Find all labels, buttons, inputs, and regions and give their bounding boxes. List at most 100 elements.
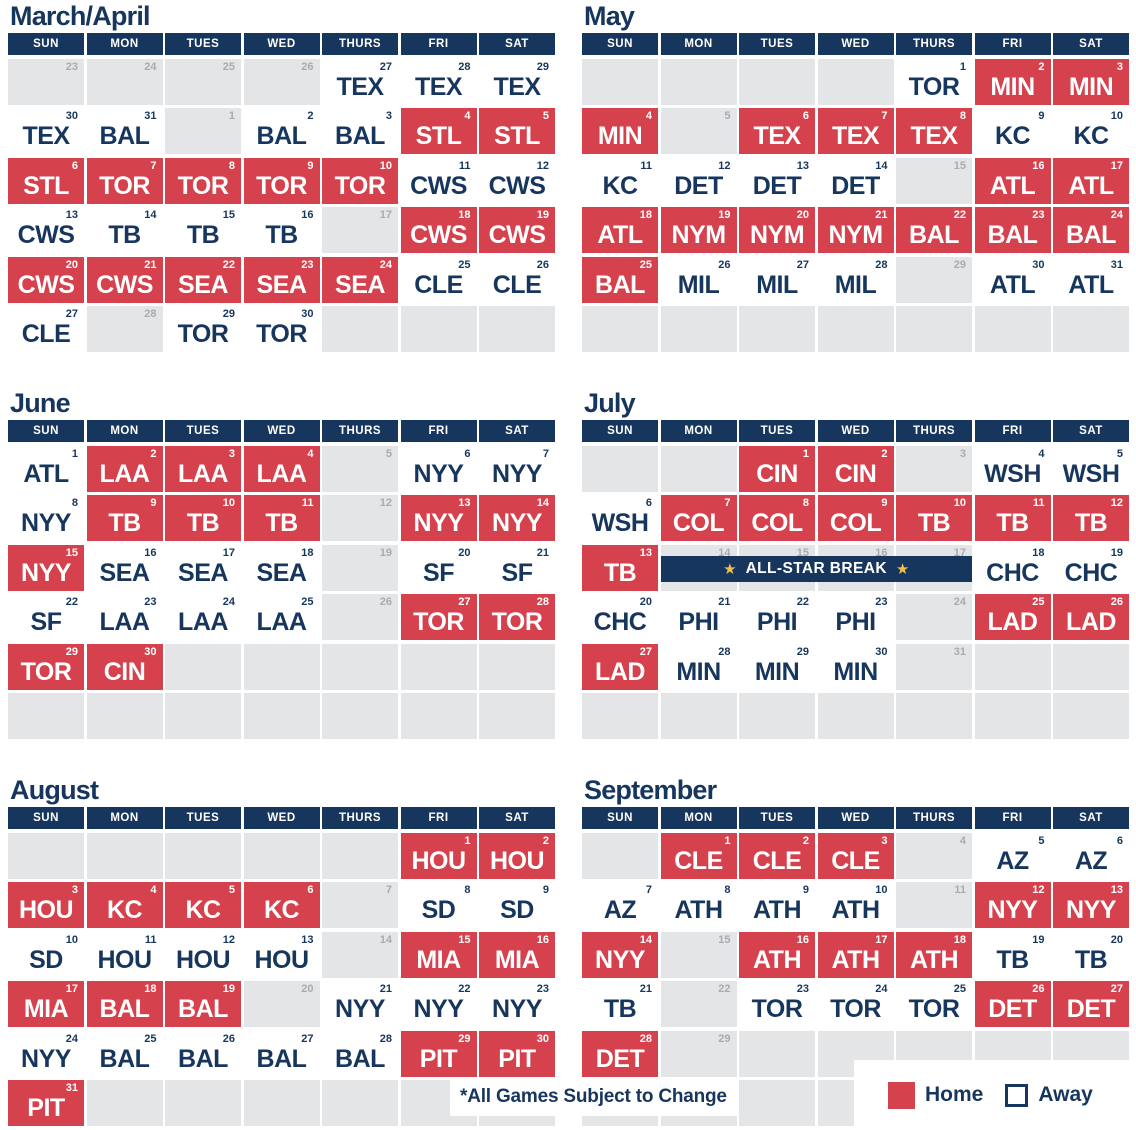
opponent-abbr: SF <box>30 608 62 636</box>
calendar-cell: 6 TEX <box>739 108 815 154</box>
month-title: June <box>10 388 71 418</box>
day-number: 24 <box>144 60 157 73</box>
opponent-abbr: CIN <box>103 657 146 686</box>
day-number: 27 <box>1110 983 1123 995</box>
month-title: March/April <box>10 1 151 31</box>
calendar-cell: 29 MIN <box>739 643 815 690</box>
calendar-cell: 26 CLE <box>479 256 555 303</box>
day-number: 22 <box>222 258 235 271</box>
opponent-abbr: LAA <box>178 459 228 488</box>
opponent-abbr: CHC <box>1064 558 1118 587</box>
opponent-abbr: SD <box>500 896 534 924</box>
month-july: July SUN MON TUES WED THURS FRI SAT 1 CIN 2 CIN 3 4 WS… <box>582 389 1129 739</box>
opponent-abbr: CLE <box>674 846 723 875</box>
weekday-header: SAT <box>1053 33 1129 55</box>
opponent-abbr: MIA <box>416 945 461 974</box>
calendar-cell <box>660 693 737 739</box>
day-number: 25 <box>953 983 966 995</box>
calendar-cell: 15 TB <box>165 207 241 253</box>
calendar-cell: 21 CWS <box>86 256 163 303</box>
opponent-abbr: KC <box>106 896 143 924</box>
calendar-cell <box>243 1080 320 1126</box>
day-number: 8 <box>959 110 966 122</box>
calendar-cell: 2 CIN <box>817 445 894 492</box>
day-number: 25 <box>1032 596 1045 608</box>
opponent-abbr: LAA <box>256 608 307 636</box>
opponent-abbr: MIL <box>834 270 877 299</box>
day-number: 16 <box>144 546 157 559</box>
opponent-abbr: TEX <box>336 72 384 101</box>
calendar-cell: 21 PHI <box>660 594 737 640</box>
day-number: 29 <box>953 258 966 271</box>
day-number: 10 <box>875 884 888 896</box>
weekday-header: SAT <box>1053 807 1129 829</box>
calendar-cell: 26 DET <box>974 981 1051 1027</box>
opponent-abbr: TB <box>917 509 951 537</box>
calendar-cell: 7 NYY <box>479 445 555 492</box>
opponent-abbr: ATH <box>752 945 802 974</box>
opponent-abbr: KC <box>1073 122 1109 150</box>
day-number: 14 <box>718 546 731 559</box>
day-number: 15 <box>796 546 809 559</box>
calendar-cell: 5 <box>322 445 398 492</box>
calendar-cell: 20 SF <box>400 544 477 591</box>
opponent-abbr: NYY <box>21 509 71 537</box>
calendar-cell: 28 BAL <box>322 1030 398 1077</box>
calendar-cell: 22 SEA <box>165 256 241 303</box>
legend: Home Away <box>854 1060 1136 1130</box>
calendar-cell: 17 ATL <box>1053 157 1129 204</box>
calendar-cell: 3 CLE <box>817 832 894 879</box>
day-number: 28 <box>639 1032 652 1045</box>
day-number: 13 <box>65 209 78 221</box>
opponent-abbr: SF <box>423 558 454 587</box>
opponent-abbr: BAL <box>595 270 645 299</box>
calendar-cell <box>1053 306 1129 352</box>
calendar-cell: 22 <box>660 981 737 1027</box>
day-number: 19 <box>718 209 731 221</box>
opponent-abbr: PIT <box>27 1094 65 1122</box>
day-number: 16 <box>1032 159 1045 172</box>
calendar-cell: 11 TB <box>974 495 1051 541</box>
opponent-abbr: PHI <box>678 608 719 636</box>
opponent-abbr: BAL <box>178 995 228 1023</box>
day-number: 25 <box>301 596 314 608</box>
day-number: 27 <box>65 308 78 320</box>
opponent-abbr: WSH <box>984 459 1041 488</box>
opponent-abbr: ATL <box>989 171 1036 200</box>
opponent-abbr: SEA <box>335 270 385 299</box>
opponent-abbr: PIT <box>498 1044 536 1073</box>
opponent-abbr: STL <box>415 122 462 150</box>
opponent-abbr: COL <box>751 509 803 537</box>
weekday-header: MON <box>86 807 163 829</box>
day-number: 12 <box>1032 884 1045 896</box>
calendar-cell: 16 ATH <box>739 931 815 978</box>
opponent-abbr: LAD <box>595 657 645 686</box>
opponent-abbr: TOR <box>99 171 150 200</box>
opponent-abbr: TB <box>1074 945 1108 974</box>
opponent-abbr: CIN <box>756 459 798 488</box>
day-number: 26 <box>536 258 549 271</box>
calendar-cell <box>739 1030 815 1077</box>
calendar-cell: 25 TOR <box>896 981 972 1027</box>
calendar-cell: 1 ATL <box>8 445 84 492</box>
calendar-cell <box>660 306 737 352</box>
calendar-cell: 17 ATH <box>817 931 894 978</box>
day-number: 7 <box>724 497 731 509</box>
opponent-abbr: MIA <box>23 995 69 1023</box>
calendar-cell <box>400 643 477 690</box>
day-number: 6 <box>71 159 78 172</box>
day-number: 6 <box>645 497 652 509</box>
opponent-abbr: BAL <box>256 122 307 150</box>
day-number: 12 <box>1110 497 1123 509</box>
day-number: 9 <box>802 884 809 896</box>
calendar-cell: 1 HOU <box>400 832 477 879</box>
day-number: 7 <box>881 110 888 122</box>
calendar-cell: 24 TOR <box>817 981 894 1027</box>
weekday-header: TUES <box>739 807 815 829</box>
day-number: 28 <box>144 308 157 320</box>
weekday-header: SAT <box>479 33 555 55</box>
opponent-abbr: TOR <box>830 995 881 1023</box>
calendar-cell: 29 PIT <box>400 1030 477 1077</box>
day-number: 19 <box>1110 546 1123 559</box>
calendar-cell: 14 DET <box>817 157 894 204</box>
